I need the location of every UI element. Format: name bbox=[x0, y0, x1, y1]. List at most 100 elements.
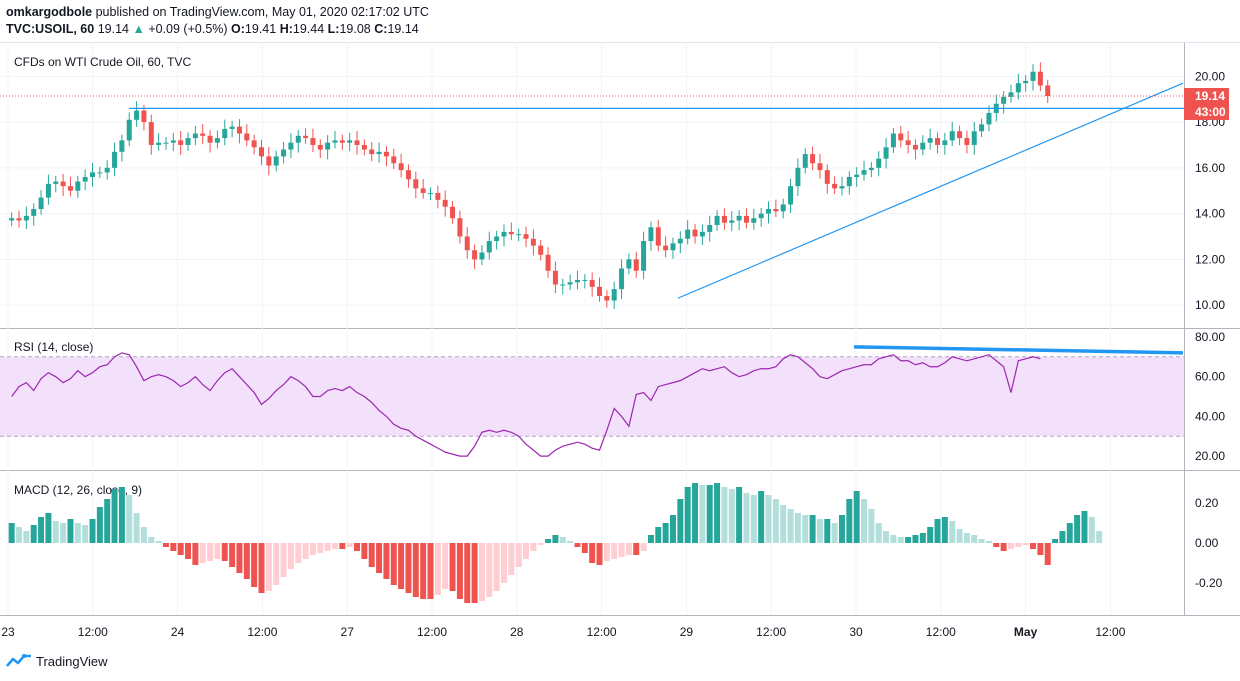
macd-bar bbox=[434, 543, 441, 595]
candle-body bbox=[883, 147, 889, 159]
macd-bar bbox=[618, 543, 625, 557]
candle-body bbox=[354, 140, 360, 145]
macd-bar bbox=[897, 537, 904, 543]
candle-body bbox=[824, 170, 830, 184]
macd-bar bbox=[728, 489, 735, 543]
candle-body bbox=[141, 110, 147, 123]
rsi-line bbox=[11, 352, 1041, 457]
macd-bar bbox=[861, 499, 868, 543]
macd-bar bbox=[96, 507, 103, 543]
macd-bar bbox=[934, 519, 941, 543]
macd-bar bbox=[883, 531, 890, 543]
x-tick-label: 12:00 bbox=[926, 625, 956, 639]
candle-body bbox=[178, 140, 184, 145]
candle-body bbox=[714, 215, 720, 226]
macd-bar bbox=[295, 543, 302, 563]
candle-body bbox=[170, 140, 176, 143]
macd-bar bbox=[640, 543, 647, 551]
candle-body bbox=[641, 241, 647, 271]
candle-body bbox=[82, 176, 88, 182]
macd-bar bbox=[456, 543, 463, 599]
macd-bar bbox=[956, 529, 963, 543]
x-tick-label: 12:00 bbox=[587, 625, 617, 639]
up-arrow-icon: ▲ bbox=[132, 22, 145, 36]
publisher-line: omkargodbole published on TradingView.co… bbox=[6, 5, 429, 19]
candle-body bbox=[236, 126, 242, 134]
price-pane-title: CFDs on WTI Crude Oil, 60, TVC bbox=[14, 55, 191, 69]
macd-bar bbox=[89, 519, 96, 543]
macd-pane-title: MACD (12, 26, close, 9) bbox=[14, 483, 142, 497]
candle-body bbox=[530, 238, 536, 246]
candle-body bbox=[97, 172, 103, 174]
macd-bar bbox=[493, 543, 500, 591]
macd-bar bbox=[890, 535, 897, 543]
macd-tick-label: 0.20 bbox=[1195, 496, 1219, 510]
brand-label: TradingView bbox=[36, 653, 108, 669]
candle-body bbox=[626, 259, 632, 269]
tradingview-brand[interactable]: TradingView bbox=[6, 653, 108, 669]
tradingview-logo-icon bbox=[6, 654, 31, 667]
macd-bar bbox=[449, 543, 456, 591]
candle-body bbox=[200, 133, 206, 136]
macd-bar bbox=[633, 543, 640, 555]
macd-bar bbox=[1096, 531, 1103, 543]
macd-bar bbox=[16, 527, 23, 543]
macd-bar bbox=[82, 525, 89, 543]
candle-body bbox=[104, 167, 110, 173]
macd-bar bbox=[192, 543, 199, 565]
candle-body bbox=[281, 149, 287, 157]
candle-body bbox=[935, 138, 941, 145]
macd-bar bbox=[74, 523, 81, 543]
macd-bar bbox=[258, 543, 265, 593]
candle-body bbox=[192, 133, 198, 139]
rsi-tick-label: 20.00 bbox=[1195, 449, 1225, 463]
macd-bar bbox=[133, 513, 140, 543]
macd-bar bbox=[52, 521, 59, 543]
macd-bar bbox=[993, 543, 1000, 547]
macd-bar bbox=[265, 543, 272, 591]
x-tick-label: 12:00 bbox=[1095, 625, 1125, 639]
low-label: L: bbox=[327, 22, 340, 36]
publish-info: published on TradingView.com, May 01, 20… bbox=[92, 5, 429, 19]
macd-bar bbox=[214, 543, 221, 559]
candle-body bbox=[90, 172, 96, 177]
macd-bar bbox=[162, 543, 169, 547]
macd-bar bbox=[684, 487, 691, 543]
macd-bar bbox=[118, 487, 125, 543]
macd-bar bbox=[809, 515, 816, 543]
macd-bar bbox=[177, 543, 184, 555]
macd-bar bbox=[38, 517, 45, 543]
candle-body bbox=[846, 176, 852, 187]
macd-bar bbox=[736, 487, 743, 543]
candle-body bbox=[1023, 80, 1029, 84]
macd-bar bbox=[868, 509, 875, 543]
candle-body bbox=[53, 181, 59, 184]
candle-body bbox=[472, 250, 478, 260]
candle-body bbox=[582, 279, 588, 281]
macd-bar bbox=[251, 543, 258, 587]
macd-bar bbox=[772, 499, 779, 543]
macd-bar bbox=[743, 493, 750, 543]
macd-bar bbox=[8, 523, 15, 543]
macd-bar bbox=[302, 543, 309, 559]
candle-body bbox=[16, 218, 22, 221]
macd-bar bbox=[486, 543, 493, 597]
candle-body bbox=[942, 140, 948, 145]
x-tick-label: 12:00 bbox=[417, 625, 447, 639]
macd-bar bbox=[949, 521, 956, 543]
macd-bar bbox=[324, 543, 331, 551]
candle-body bbox=[420, 188, 426, 194]
candle-body bbox=[655, 227, 661, 246]
candle-body bbox=[890, 133, 896, 148]
candle-body bbox=[508, 231, 514, 235]
macd-bar bbox=[853, 491, 860, 543]
macd-bar bbox=[427, 543, 434, 599]
candle-body bbox=[413, 179, 419, 189]
x-tick-label: 12:00 bbox=[756, 625, 786, 639]
macd-bar bbox=[714, 483, 721, 543]
candle-body bbox=[567, 282, 573, 285]
candle-body bbox=[912, 144, 918, 150]
countdown-label: 43:00 bbox=[1195, 105, 1226, 119]
macd-bar bbox=[567, 541, 574, 543]
